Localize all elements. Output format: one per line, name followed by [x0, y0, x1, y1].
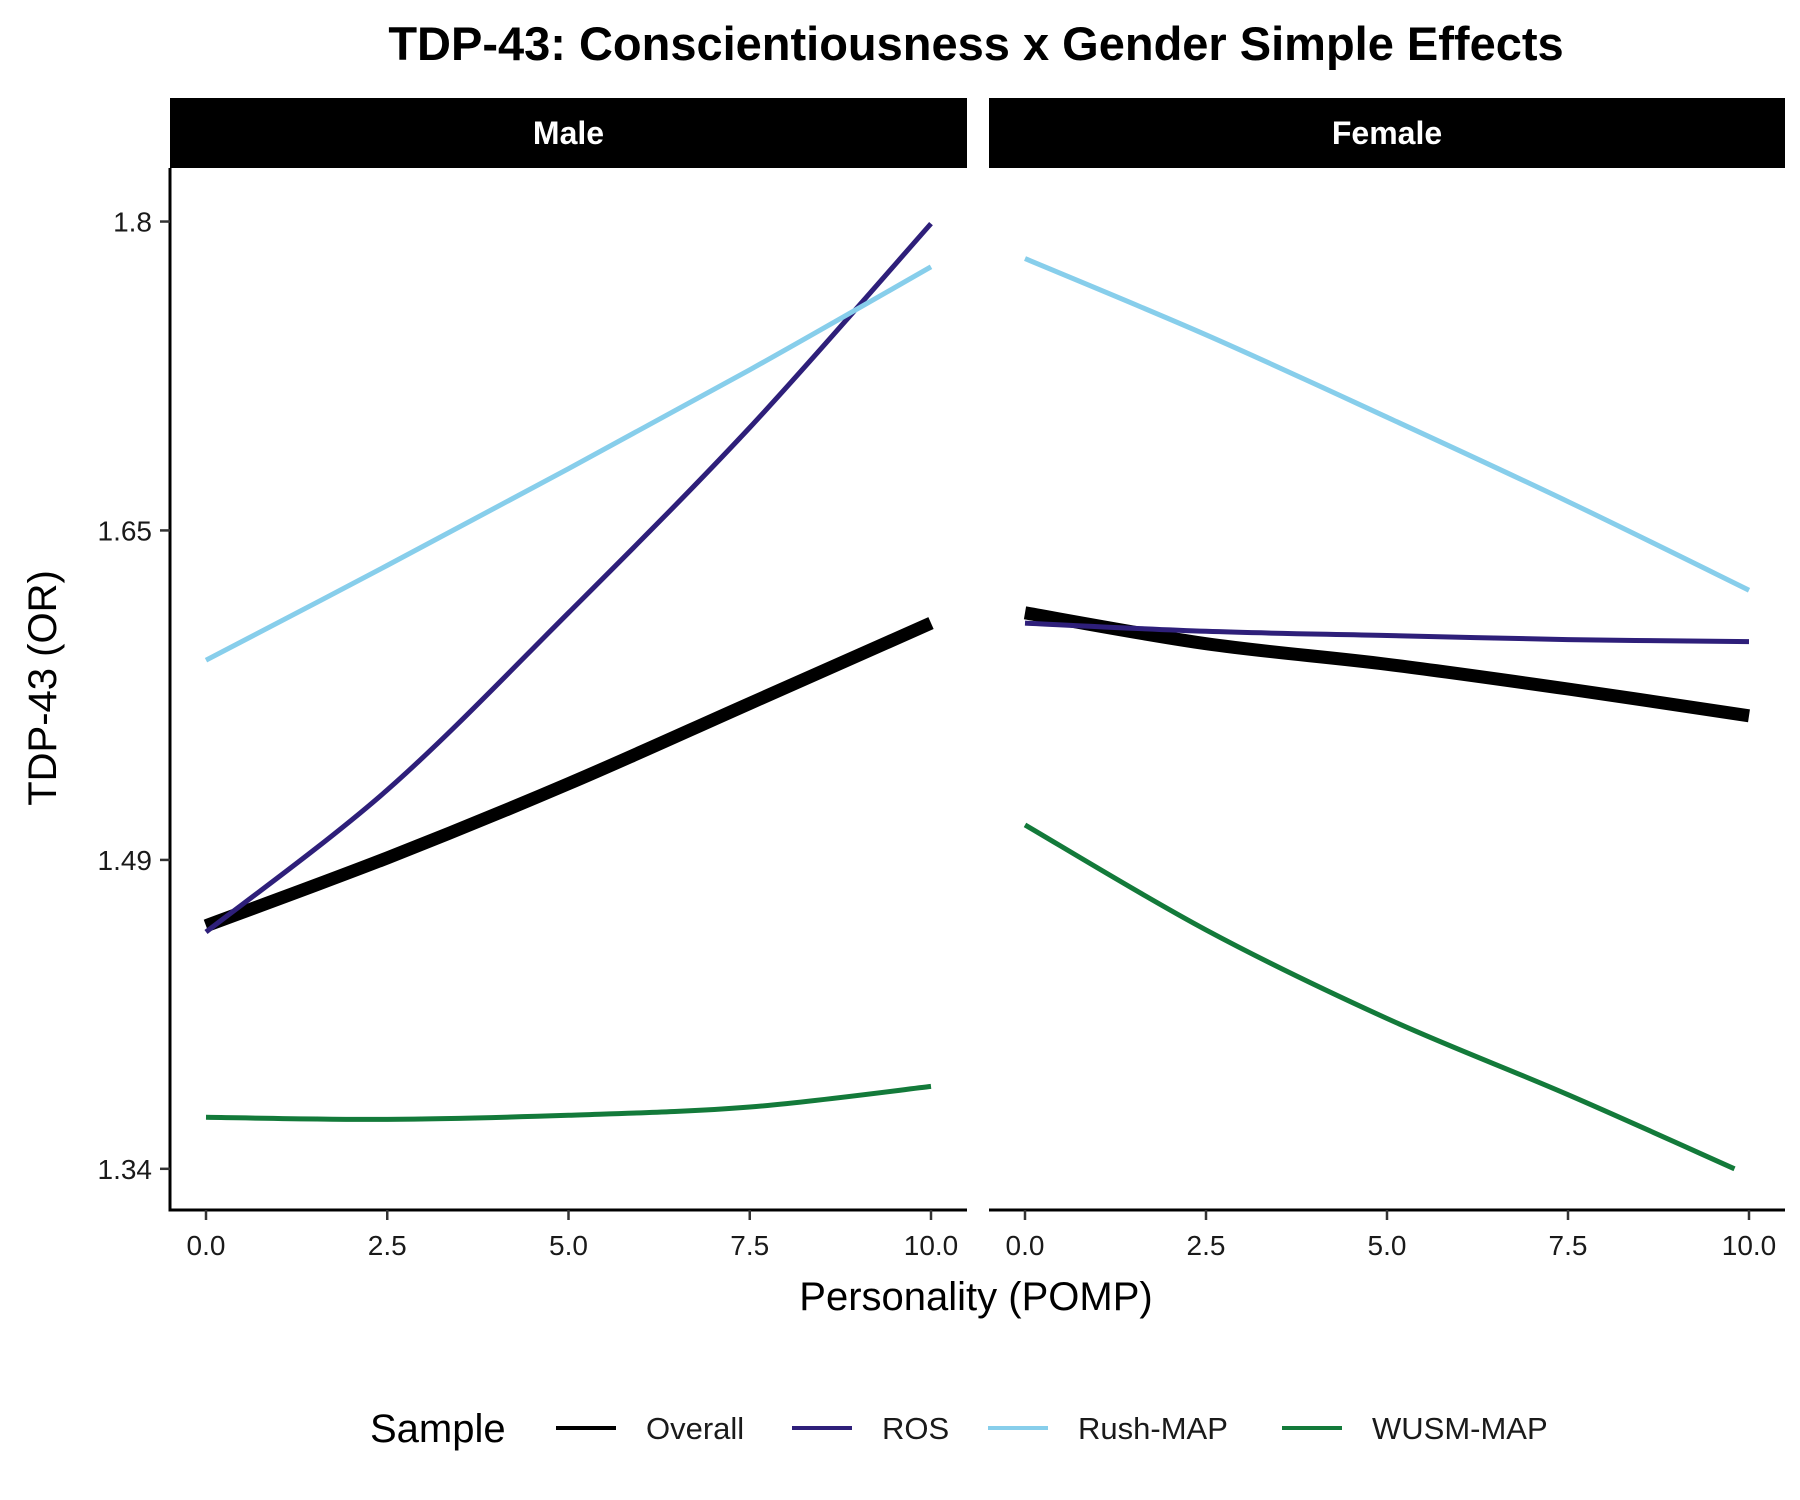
- strip-label-female: Female: [1332, 115, 1442, 151]
- panel-female: Female 0.0 2.5 5.0 7.5 10.0: [989, 98, 1785, 1261]
- chart-title: TDP-43: Conscientiousness x Gender Simpl…: [388, 17, 1563, 70]
- series-line-overall-male: [203, 617, 934, 932]
- x-tick-label: 0.0: [1006, 1230, 1045, 1261]
- x-tick-label: 7.5: [1549, 1230, 1588, 1261]
- series-line-rush-map-female: [1024, 256, 1751, 593]
- x-tick-label: 5.0: [549, 1230, 588, 1261]
- panel-male: Male 0.0 2.5 5.0 7.5 10.0 1.34 1.49 1.65 1.8: [98, 98, 967, 1261]
- series-line-rush-map-male: [204, 264, 933, 663]
- legend-label-wusm-map: WUSM-MAP: [1372, 1411, 1548, 1446]
- y-axis-title: TDP-43 (OR): [21, 570, 65, 806]
- x-tick-label: 2.5: [1187, 1230, 1226, 1261]
- series-line-ros-female: [1024, 620, 1750, 645]
- x-tick-label: 5.0: [1368, 1230, 1407, 1261]
- y-tick-label: 1.8: [113, 207, 152, 238]
- series-line-overall-female: [1023, 606, 1750, 723]
- x-tick-label: 2.5: [368, 1230, 407, 1261]
- strip-female: [989, 98, 1785, 168]
- series-line-wusm-map-female: [1023, 822, 1736, 1172]
- series-line-ros-male: [204, 221, 933, 934]
- legend-label-overall: Overall: [646, 1411, 744, 1446]
- legend-label-rush-map: Rush-MAP: [1078, 1411, 1228, 1446]
- x-tick-label: 7.5: [730, 1230, 769, 1261]
- x-tick-label: 0.0: [187, 1230, 226, 1261]
- panels: Male 0.0 2.5 5.0 7.5 10.0 1.34 1.49 1.65 1.8 Femal…: [98, 98, 1785, 1261]
- legend-title: Sample: [370, 1407, 506, 1451]
- x-axis-title: Personality (POMP): [799, 1275, 1152, 1319]
- x-tick-label: 10.0: [904, 1230, 959, 1261]
- strip-label-male: Male: [533, 115, 604, 151]
- y-tick-label: 1.49: [98, 845, 153, 876]
- legend-label-ros: ROS: [882, 1411, 949, 1446]
- strip-male: [170, 98, 967, 168]
- series-line-wusm-map-male: [205, 1083, 932, 1122]
- y-tick-label: 1.34: [98, 1154, 153, 1185]
- legend: Sample Overall ROS Rush-MAP WUSM-MAP: [370, 1407, 1548, 1451]
- y-tick-label: 1.65: [98, 515, 153, 546]
- x-tick-label: 10.0: [1722, 1230, 1777, 1261]
